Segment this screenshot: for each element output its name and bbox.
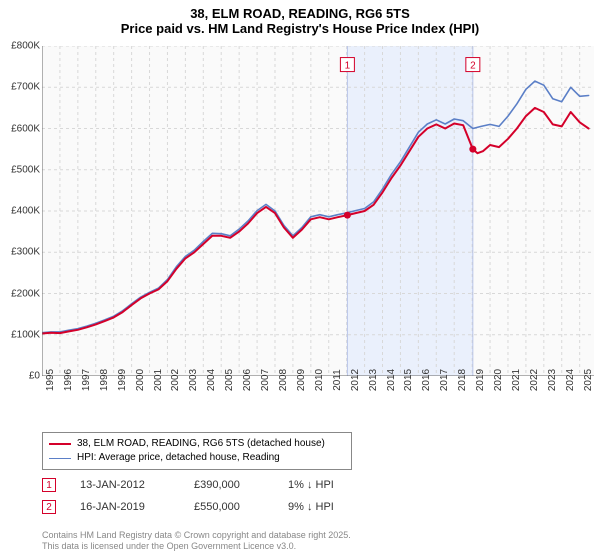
y-tick-label: £800K [11,41,40,52]
sale-price: £550,000 [194,501,264,513]
svg-text:2: 2 [470,61,476,72]
x-tick-label: 1999 [117,369,128,391]
x-tick-label: 1995 [45,369,56,391]
legend-label: 38, ELM ROAD, READING, RG6 5TS (detached… [77,437,325,451]
y-tick-label: £700K [11,82,40,93]
x-tick-label: 2003 [188,369,199,391]
sale-row: 1 13-JAN-2012 £390,000 1% ↓ HPI [42,478,334,492]
y-tick-label: £400K [11,206,40,217]
legend-box: 38, ELM ROAD, READING, RG6 5TS (detached… [42,432,352,470]
x-tick-label: 2007 [260,369,271,391]
sale-delta-ref: HPI [312,479,333,491]
y-tick-label: £0 [29,371,40,382]
x-tick-label: 2012 [350,369,361,391]
sale-marker-box: 2 [42,500,56,514]
x-tick-label: 2004 [206,369,217,391]
x-tick-label: 2000 [135,369,146,391]
sale-date: 16-JAN-2019 [80,501,170,513]
x-tick-label: 2021 [511,369,522,391]
sale-delta: 1% ↓ HPI [288,479,334,491]
legend-label: HPI: Average price, detached house, Read… [77,451,280,465]
x-tick-label: 2013 [368,369,379,391]
x-tick-label: 2014 [386,369,397,391]
x-tick-label: 1996 [63,369,74,391]
chart-plot-area: 12 [42,46,594,376]
legend-item: HPI: Average price, detached house, Read… [49,451,345,465]
sale-delta-pct: 1% [288,479,307,491]
x-tick-label: 2002 [170,369,181,391]
x-tick-label: 1997 [81,369,92,391]
x-tick-label: 2001 [153,369,164,391]
sale-date: 13-JAN-2012 [80,479,170,491]
x-tick-label: 2017 [439,369,450,391]
sale-marker-box: 1 [42,478,56,492]
sale-delta-ref: HPI [312,501,333,513]
x-tick-label: 2011 [332,369,343,391]
x-tick-label: 2018 [457,369,468,391]
chart-svg: 12 [42,46,594,376]
x-tick-label: 2006 [242,369,253,391]
x-tick-label: 2019 [475,369,486,391]
sale-row: 2 16-JAN-2019 £550,000 9% ↓ HPI [42,500,334,514]
x-tick-label: 1998 [99,369,110,391]
title-subtitle: Price paid vs. HM Land Registry's House … [0,21,600,36]
x-tick-label: 2008 [278,369,289,391]
title-block: 38, ELM ROAD, READING, RG6 5TS Price pai… [0,0,600,36]
y-tick-label: £500K [11,164,40,175]
x-tick-label: 2010 [314,369,325,391]
legend-swatch [49,458,71,459]
y-tick-label: £200K [11,288,40,299]
legend-item: 38, ELM ROAD, READING, RG6 5TS (detached… [49,437,345,451]
y-tick-label: £300K [11,247,40,258]
sale-delta: 9% ↓ HPI [288,501,334,513]
chart-container: 38, ELM ROAD, READING, RG6 5TS Price pai… [0,0,600,560]
title-address: 38, ELM ROAD, READING, RG6 5TS [0,6,600,21]
x-tick-label: 2023 [547,369,558,391]
x-tick-label: 2025 [583,369,594,391]
attribution-text: Contains HM Land Registry data © Crown c… [42,530,351,552]
x-tick-label: 2024 [565,369,576,391]
x-tick-label: 2015 [403,369,414,391]
attribution-line1: Contains HM Land Registry data © Crown c… [42,530,351,541]
x-tick-label: 2016 [421,369,432,391]
y-tick-label: £600K [11,123,40,134]
y-tick-label: £100K [11,329,40,340]
legend-swatch [49,443,71,445]
x-tick-label: 2009 [296,369,307,391]
x-tick-label: 2022 [529,369,540,391]
x-tick-label: 2020 [493,369,504,391]
attribution-line2: This data is licensed under the Open Gov… [42,541,351,552]
sale-delta-pct: 9% [288,501,307,513]
sale-price: £390,000 [194,479,264,491]
svg-text:1: 1 [345,61,351,72]
x-tick-label: 2005 [224,369,235,391]
